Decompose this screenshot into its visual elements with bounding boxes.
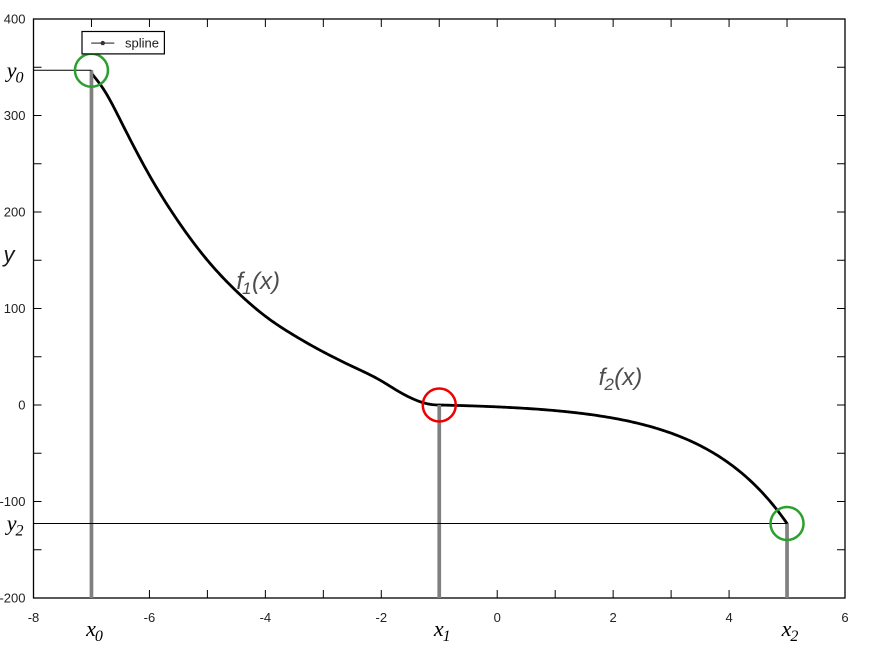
svg-text:-6: -6 — [144, 610, 156, 625]
svg-text:6: 6 — [841, 610, 848, 625]
svg-text:y0: y0 — [5, 57, 24, 86]
svg-text:2: 2 — [610, 610, 617, 625]
svg-text:-4: -4 — [260, 610, 272, 625]
svg-text:400: 400 — [4, 12, 26, 27]
svg-text:y: y — [2, 242, 17, 267]
svg-text:100: 100 — [4, 301, 26, 316]
svg-text:x0: x0 — [85, 616, 103, 645]
svg-text:f2(x): f2(x) — [599, 364, 643, 394]
svg-text:f1(x): f1(x) — [236, 268, 280, 298]
svg-text:4: 4 — [725, 610, 732, 625]
svg-text:-200: -200 — [0, 591, 26, 606]
svg-text:-2: -2 — [376, 610, 388, 625]
svg-text:y2: y2 — [5, 510, 24, 539]
svg-text:0: 0 — [494, 610, 501, 625]
svg-text:spline: spline — [125, 35, 159, 50]
svg-text:x1: x1 — [433, 616, 451, 645]
svg-text:-8: -8 — [28, 610, 40, 625]
svg-text:200: 200 — [4, 205, 26, 220]
svg-text:300: 300 — [4, 108, 26, 123]
svg-text:0: 0 — [18, 398, 25, 413]
svg-text:-100: -100 — [0, 494, 26, 509]
svg-text:x2: x2 — [781, 616, 799, 645]
